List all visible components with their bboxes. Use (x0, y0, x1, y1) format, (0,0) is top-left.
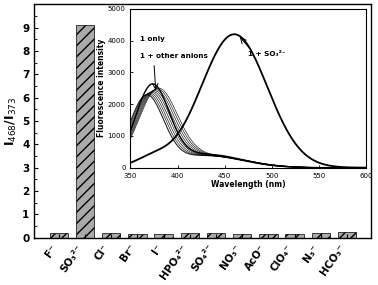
Bar (102, 233, 120, 238)
Bar (154, 234, 173, 238)
Bar (233, 234, 251, 238)
Bar (50, 233, 68, 238)
Y-axis label: I$_{468}$/I$_{373}$: I$_{468}$/I$_{373}$ (4, 96, 19, 146)
Bar (285, 234, 304, 238)
Bar (259, 234, 277, 238)
Bar (128, 234, 147, 238)
Bar (207, 233, 225, 238)
Bar (76, 25, 94, 238)
Bar (181, 233, 199, 238)
Bar (338, 232, 356, 238)
Bar (311, 233, 330, 238)
